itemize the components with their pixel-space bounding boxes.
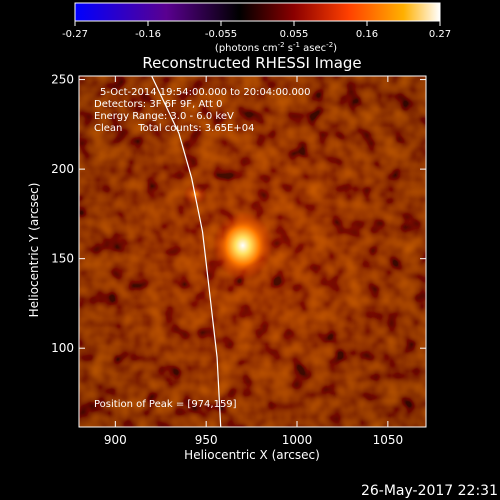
colorbar-ticks: -0.27 -0.16 -0.055 0.055 0.16 0.27 xyxy=(62,21,451,40)
x-axis-ticks: 900 950 1000 1050 xyxy=(104,76,403,447)
plot-frame xyxy=(78,75,427,428)
x-tick-label: 1000 xyxy=(282,433,313,447)
peak-position-label: Position of Peak = [974,159] xyxy=(94,399,237,410)
annotation-block: 5-Oct-2014 19:54:00.000 to 20:04:00.000 … xyxy=(94,87,311,134)
x-axis-label: Heliocentric X (arcsec) xyxy=(184,448,320,462)
x-tick-label: 900 xyxy=(104,433,127,447)
colorbar: -0.27 -0.16 -0.055 0.055 0.16 0.27 (photons c… xyxy=(62,2,451,54)
y-tick-label: 200 xyxy=(51,162,74,176)
colorbar-tick-label: 0.055 xyxy=(280,29,309,40)
annotation-energy: Energy Range: 3.0 - 6.0 keV xyxy=(94,111,234,122)
plot-area xyxy=(79,76,426,427)
y-tick-label: 150 xyxy=(51,252,74,266)
colorbar-tick-label: 0.16 xyxy=(356,29,378,40)
colorbar-tick-label: -0.27 xyxy=(62,29,88,40)
y-axis-ticks: 100 150 200 250 xyxy=(51,73,426,355)
y-tick-label: 250 xyxy=(51,73,74,87)
colorbar-gradient xyxy=(74,2,441,22)
solar-limb-curve xyxy=(151,76,222,427)
annotation-clean: Clean Total counts: 3.65E+04 xyxy=(94,123,254,134)
chart-title: Reconstructed RHESSI Image xyxy=(142,54,361,72)
y-axis-label: Heliocentric Y (arcsec) xyxy=(27,183,41,318)
primary-source-peak xyxy=(212,211,273,280)
colorbar-tick-label: -0.16 xyxy=(135,29,161,40)
footer-date: 26-May-2017 22:31 xyxy=(361,483,498,499)
x-tick-label: 1050 xyxy=(373,433,404,447)
annotation-time: 5-Oct-2014 19:54:00.000 to 20:04:00.000 xyxy=(100,87,311,98)
y-tick-label: 100 xyxy=(51,341,74,355)
annotation-detectors: Detectors: 3F 6F 9F, Att 0 xyxy=(94,99,222,110)
colorbar-tick-label: -0.055 xyxy=(205,29,237,40)
colorbar-unit-label: (photons cm-2 s-1 asec-2) xyxy=(215,41,337,54)
x-tick-label: 950 xyxy=(195,433,218,447)
colorbar-tick-label: 0.27 xyxy=(429,29,451,40)
